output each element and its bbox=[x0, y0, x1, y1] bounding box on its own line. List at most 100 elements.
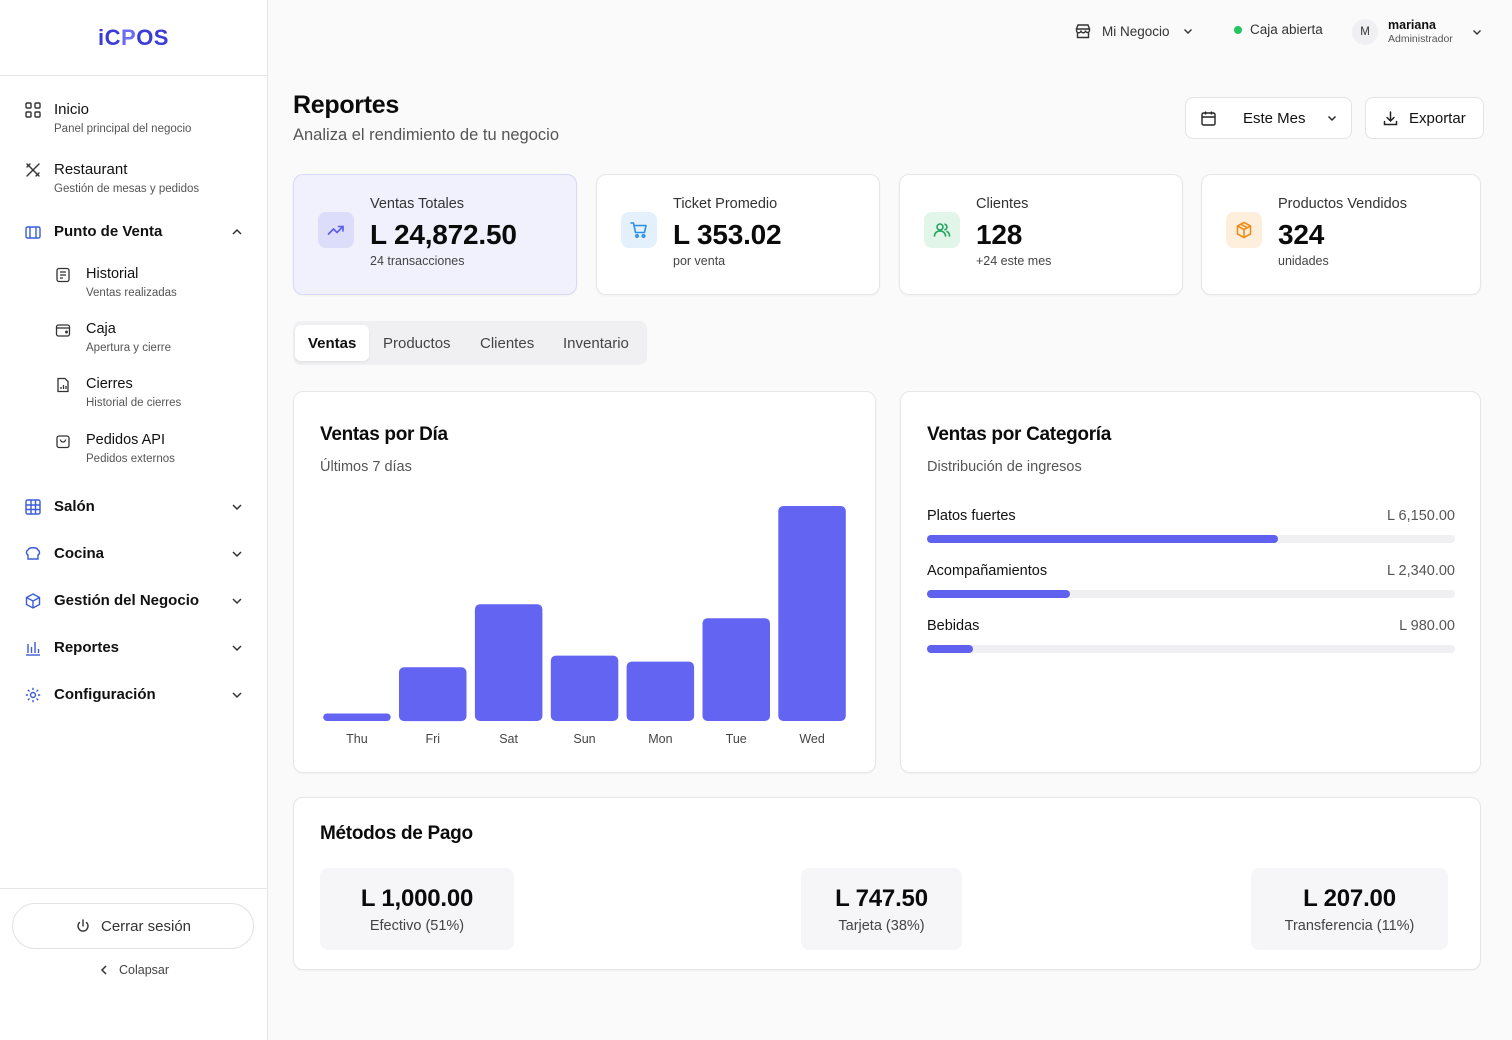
wallet-icon bbox=[55, 324, 71, 337]
tab-clientes[interactable]: Clientes bbox=[480, 334, 535, 352]
sidebar-item-label: Gestión del Negocio bbox=[54, 592, 200, 609]
table-grid-icon bbox=[25, 499, 41, 515]
sidebar-subitem-subtitle: Ventas realizadas bbox=[86, 287, 177, 299]
chevron-down-icon[interactable] bbox=[230, 641, 244, 655]
chevron-left-icon bbox=[100, 965, 107, 975]
report-tabs: Ventas Productos Clientes Inventario bbox=[293, 321, 647, 365]
sidebar-item-reportes[interactable]: Reportes bbox=[24, 638, 244, 658]
logo-area: iCPOS bbox=[0, 0, 267, 76]
power-icon bbox=[77, 919, 89, 932]
business-selector[interactable]: Mi Negocio bbox=[1074, 22, 1194, 40]
bag-icon bbox=[56, 435, 70, 449]
bar-chart-icon bbox=[26, 642, 40, 656]
bar-mon[interactable] bbox=[626, 661, 695, 721]
download-icon bbox=[1383, 110, 1398, 125]
export-button[interactable]: Exportar bbox=[1365, 97, 1484, 139]
sales-by-category-panel: Ventas por Categoría Distribución de ing… bbox=[900, 391, 1481, 773]
category-name: Platos fuertes bbox=[927, 508, 1016, 524]
category-value: L 980.00 bbox=[1399, 618, 1455, 634]
tab-productos[interactable]: Productos bbox=[383, 334, 451, 352]
sidebar-item-inicio[interactable]: Inicio Panel principal del negocio bbox=[24, 100, 244, 137]
sidebar-item-label: Salón bbox=[54, 498, 95, 515]
x-tick-label: Mon bbox=[648, 732, 672, 746]
sidebar-subitem-subtitle: Apertura y cierre bbox=[86, 342, 172, 354]
tab-ventas[interactable]: Ventas bbox=[295, 325, 370, 361]
sidebar-footer: Cerrar sesión Colapsar bbox=[0, 888, 268, 1040]
sidebar-subitem-historial[interactable]: Historial Ventas realizadas bbox=[54, 264, 254, 301]
store-front-icon bbox=[1075, 24, 1091, 39]
sidebar-item-restaurant[interactable]: Restaurant Gestión de mesas y pedidos bbox=[24, 160, 244, 197]
bar-sat[interactable] bbox=[474, 604, 543, 721]
category-progress-fill bbox=[927, 535, 1279, 543]
payment-amount: L 207.00 bbox=[1303, 885, 1396, 912]
sidebar-item-punto-de-venta[interactable]: Punto de Venta bbox=[24, 222, 244, 242]
collapse-button[interactable]: Colapsar bbox=[0, 963, 268, 977]
stat-card-productos-vendidos[interactable]: Productos Vendidos 324 unidades bbox=[1201, 174, 1481, 295]
sidebar-item-label: Cocina bbox=[54, 545, 105, 562]
sidebar-subitem-pedidos-api[interactable]: Pedidos API Pedidos externos bbox=[54, 430, 254, 467]
x-tick-label: Wed bbox=[799, 732, 825, 746]
chevron-down-icon bbox=[1472, 30, 1481, 35]
file-chart-icon bbox=[57, 377, 69, 393]
stat-note: 24 transacciones bbox=[370, 254, 465, 268]
bar-fri[interactable] bbox=[399, 667, 467, 722]
sidebar-item-gestion-negocio[interactable]: Gestión del Negocio bbox=[24, 591, 244, 611]
category-value: L 6,150.00 bbox=[1387, 508, 1455, 524]
x-tick-label: Tue bbox=[726, 732, 747, 746]
sidebar-item-cocina[interactable]: Cocina bbox=[24, 544, 244, 564]
chevron-down-icon[interactable] bbox=[230, 688, 244, 702]
utensils-icon bbox=[26, 163, 40, 177]
sidebar-item-salon[interactable]: Salón bbox=[24, 497, 244, 517]
stat-note: +24 este mes bbox=[976, 254, 1052, 268]
avatar: M bbox=[1352, 19, 1378, 45]
stat-card-ticket-promedio[interactable]: Ticket Promedio L 353.02 por venta bbox=[596, 174, 880, 295]
sales-by-day-panel: Ventas por Día Últimos 7 días Thu Fri Sat S… bbox=[293, 391, 876, 773]
sidebar-item-label: Punto de Venta bbox=[54, 223, 163, 240]
panel-title: Métodos de Pago bbox=[320, 823, 473, 844]
topbar: Mi Negocio Caja abierta M mariana Admini… bbox=[268, 0, 1512, 64]
bar-sun[interactable] bbox=[550, 655, 619, 721]
bar-tue[interactable] bbox=[702, 618, 771, 721]
tab-inventario[interactable]: Inventario bbox=[563, 334, 629, 352]
chevron-up-icon[interactable] bbox=[230, 225, 244, 239]
sidebar-item-label: Restaurant bbox=[54, 161, 128, 178]
panel-title: Ventas por Categoría bbox=[927, 424, 1112, 445]
chevron-down-icon[interactable] bbox=[230, 594, 244, 608]
sales-by-day-chart: Thu Fri Sat Sun Mon Tue Wed bbox=[323, 506, 846, 746]
chevron-down-icon bbox=[1183, 29, 1192, 34]
grid-icon bbox=[25, 102, 41, 118]
x-tick-label: Sat bbox=[499, 732, 518, 746]
gear-icon bbox=[25, 687, 41, 703]
sidebar-subitem-caja[interactable]: Caja Apertura y cierre bbox=[54, 319, 254, 356]
chevron-down-icon bbox=[1327, 116, 1336, 121]
payment-method-card: L 1,000.00 Efectivo (51%) bbox=[320, 868, 514, 950]
sidebar-item-configuracion[interactable]: Configuración bbox=[24, 685, 244, 705]
user-role: Administrador bbox=[1388, 33, 1453, 45]
page-subtitle: Analiza el rendimiento de tu negocio bbox=[293, 126, 560, 144]
sidebar-item-label: Inicio bbox=[54, 101, 90, 118]
stat-card-ventas-totales[interactable]: Ventas Totales L 24,872.50 24 transaccio… bbox=[293, 174, 577, 295]
user-menu[interactable]: M mariana Administrador bbox=[1352, 18, 1483, 46]
category-progress-fill bbox=[927, 645, 974, 653]
chevron-down-icon[interactable] bbox=[230, 500, 244, 514]
bar-thu[interactable] bbox=[323, 713, 391, 722]
logo[interactable]: iCPOS bbox=[98, 24, 169, 50]
payment-label: Transferencia (11%) bbox=[1284, 918, 1415, 934]
sidebar-subitem-cierres[interactable]: Cierres Historial de cierres bbox=[54, 374, 254, 411]
sidebar-item-label: Configuración bbox=[54, 686, 156, 703]
x-tick-label: Sun bbox=[573, 732, 595, 746]
package-icon bbox=[1226, 212, 1262, 248]
bar-wed[interactable] bbox=[778, 506, 846, 721]
stat-label: Productos Vendidos bbox=[1278, 196, 1407, 212]
logout-button[interactable]: Cerrar sesión bbox=[12, 903, 254, 949]
payment-label: Tarjeta (38%) bbox=[838, 918, 925, 934]
logout-label: Cerrar sesión bbox=[100, 917, 192, 935]
sidebar-subitem-label: Caja bbox=[86, 321, 116, 337]
category-progress-fill bbox=[927, 590, 1070, 598]
stat-card-clientes[interactable]: Clientes 128 +24 este mes bbox=[899, 174, 1183, 295]
panel-title: Ventas por Día bbox=[320, 424, 448, 445]
period-select[interactable]: Este Mes bbox=[1185, 97, 1352, 139]
chevron-down-icon[interactable] bbox=[230, 547, 244, 561]
stat-label: Clientes bbox=[976, 196, 1029, 212]
category-progress-track bbox=[927, 535, 1455, 543]
